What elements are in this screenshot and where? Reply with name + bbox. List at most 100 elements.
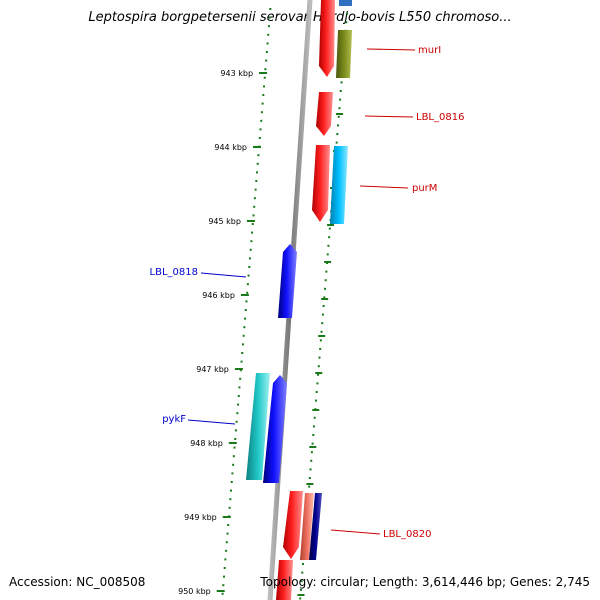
gene-LBL_0816[interactable] xyxy=(316,92,333,136)
gene-label-leader xyxy=(359,185,409,189)
gene-purM[interactable] xyxy=(312,145,330,222)
gene-LBL_0820-navy[interactable] xyxy=(309,493,322,560)
ruler-dot xyxy=(309,468,312,471)
reverse-strand-genes xyxy=(246,244,297,483)
ruler-dot xyxy=(258,137,261,139)
ruler-dot xyxy=(237,403,240,406)
ruler-dot xyxy=(248,266,251,268)
ruler-dash xyxy=(327,224,335,226)
ruler-dot xyxy=(312,425,315,428)
gene-LBL_0820-red[interactable] xyxy=(283,491,303,559)
ruler-dot xyxy=(230,481,233,483)
ruler-dot xyxy=(233,446,236,449)
ruler-dot xyxy=(241,352,244,354)
tick-mark xyxy=(222,516,231,518)
ruler-dot xyxy=(324,279,327,282)
ruler-dot xyxy=(232,463,235,466)
ruler-dot xyxy=(322,305,325,307)
ruler-dot xyxy=(234,429,237,432)
gene-bottom-red[interactable] xyxy=(276,560,293,600)
ruler-dot xyxy=(321,322,324,325)
ruler-dash xyxy=(335,113,343,115)
ruler-dot xyxy=(339,98,342,101)
ruler-dot xyxy=(301,563,304,565)
tick-label: 950 kbp xyxy=(178,587,211,596)
ruler-dot xyxy=(340,81,343,84)
ruler-dot xyxy=(310,459,313,462)
ruler-dot xyxy=(253,205,256,208)
ruler-dot xyxy=(336,133,339,135)
ruler-dot xyxy=(226,532,229,535)
gene-label-leader xyxy=(330,529,381,535)
topology-text: Topology: circular; Length: 3,614,446 bp… xyxy=(260,575,590,589)
ruler-dot xyxy=(251,231,254,234)
gene-purM-cyan[interactable] xyxy=(330,146,348,224)
ruler-dot xyxy=(252,214,255,217)
ruler-dot xyxy=(310,451,313,454)
gene-labels: murI LBL_0816 purM LBL_0818 pykF LBL_0820 xyxy=(150,45,465,540)
gene-olive[interactable] xyxy=(336,30,352,78)
ruler-dot xyxy=(263,85,266,88)
ruler-dot xyxy=(317,373,320,376)
ruler-dot xyxy=(257,154,260,157)
tick-label: 948 kbp xyxy=(190,439,223,448)
gene-label-pykF[interactable]: pykF xyxy=(162,414,186,425)
ruler-dot xyxy=(318,356,321,359)
ruler-dot xyxy=(311,442,314,445)
ruler-dot xyxy=(256,171,259,174)
ruler-dot xyxy=(327,244,330,247)
ruler-dot xyxy=(337,124,340,127)
forward-strand-genes xyxy=(276,0,352,600)
gene-murI[interactable] xyxy=(319,0,335,77)
tick-mark xyxy=(246,220,255,222)
ruler-dash xyxy=(306,483,314,485)
gene-label-LBL_0816[interactable]: LBL_0816 xyxy=(416,112,464,123)
ruler-dot xyxy=(246,283,249,286)
ruler-dot xyxy=(316,382,319,385)
ruler-dot xyxy=(269,8,272,10)
tick-label: 949 kbp xyxy=(184,513,217,522)
ruler-dot xyxy=(251,223,254,225)
tick-label: 943 kbp xyxy=(220,69,253,78)
tick-mark xyxy=(228,442,237,444)
ruler-dot xyxy=(248,257,251,260)
gene-LBL_0818[interactable] xyxy=(278,244,297,318)
tick-mark xyxy=(234,368,243,370)
gene-pykF-blue[interactable] xyxy=(263,375,287,483)
gene-label-purM[interactable]: purM xyxy=(412,183,437,194)
ruler-dot xyxy=(320,330,323,333)
gene-label-LBL_0818[interactable]: LBL_0818 xyxy=(150,267,198,278)
ruler-dot xyxy=(237,395,240,397)
ruler-dot xyxy=(227,524,230,526)
gene-label-LBL_0820[interactable]: LBL_0820 xyxy=(383,529,431,540)
ruler-dot xyxy=(335,141,338,144)
ruler-dot xyxy=(223,567,226,569)
ruler-dot xyxy=(323,287,326,290)
ruler-dot xyxy=(228,506,231,509)
tick-mark xyxy=(259,72,268,74)
ruler-dot xyxy=(231,472,234,475)
gene-label-leader xyxy=(364,115,414,118)
ruler-dot xyxy=(345,12,348,15)
gene-small-blue[interactable] xyxy=(339,0,352,6)
ruler-dot xyxy=(229,498,232,501)
ruler-dot xyxy=(261,102,264,105)
ruler-dot xyxy=(339,90,342,92)
gene-LBL_0820-salmon[interactable] xyxy=(300,493,314,560)
ruler-dot xyxy=(319,339,322,342)
gene-label-murI[interactable]: murI xyxy=(418,45,441,56)
ruler-dot xyxy=(236,412,239,415)
ruler-dot xyxy=(230,489,233,492)
ruler-dot xyxy=(246,291,249,294)
ruler-dot xyxy=(244,317,247,320)
tick-mark xyxy=(252,146,261,148)
ruler-dot xyxy=(325,270,328,273)
gene-pykF-teal[interactable] xyxy=(246,373,270,480)
ruler-dot xyxy=(238,386,241,389)
ruler-dot xyxy=(264,68,267,71)
ruler-dot xyxy=(250,240,253,243)
ruler-dot xyxy=(225,541,228,544)
ruler-dash xyxy=(321,298,329,300)
ruler-dash xyxy=(318,335,326,337)
